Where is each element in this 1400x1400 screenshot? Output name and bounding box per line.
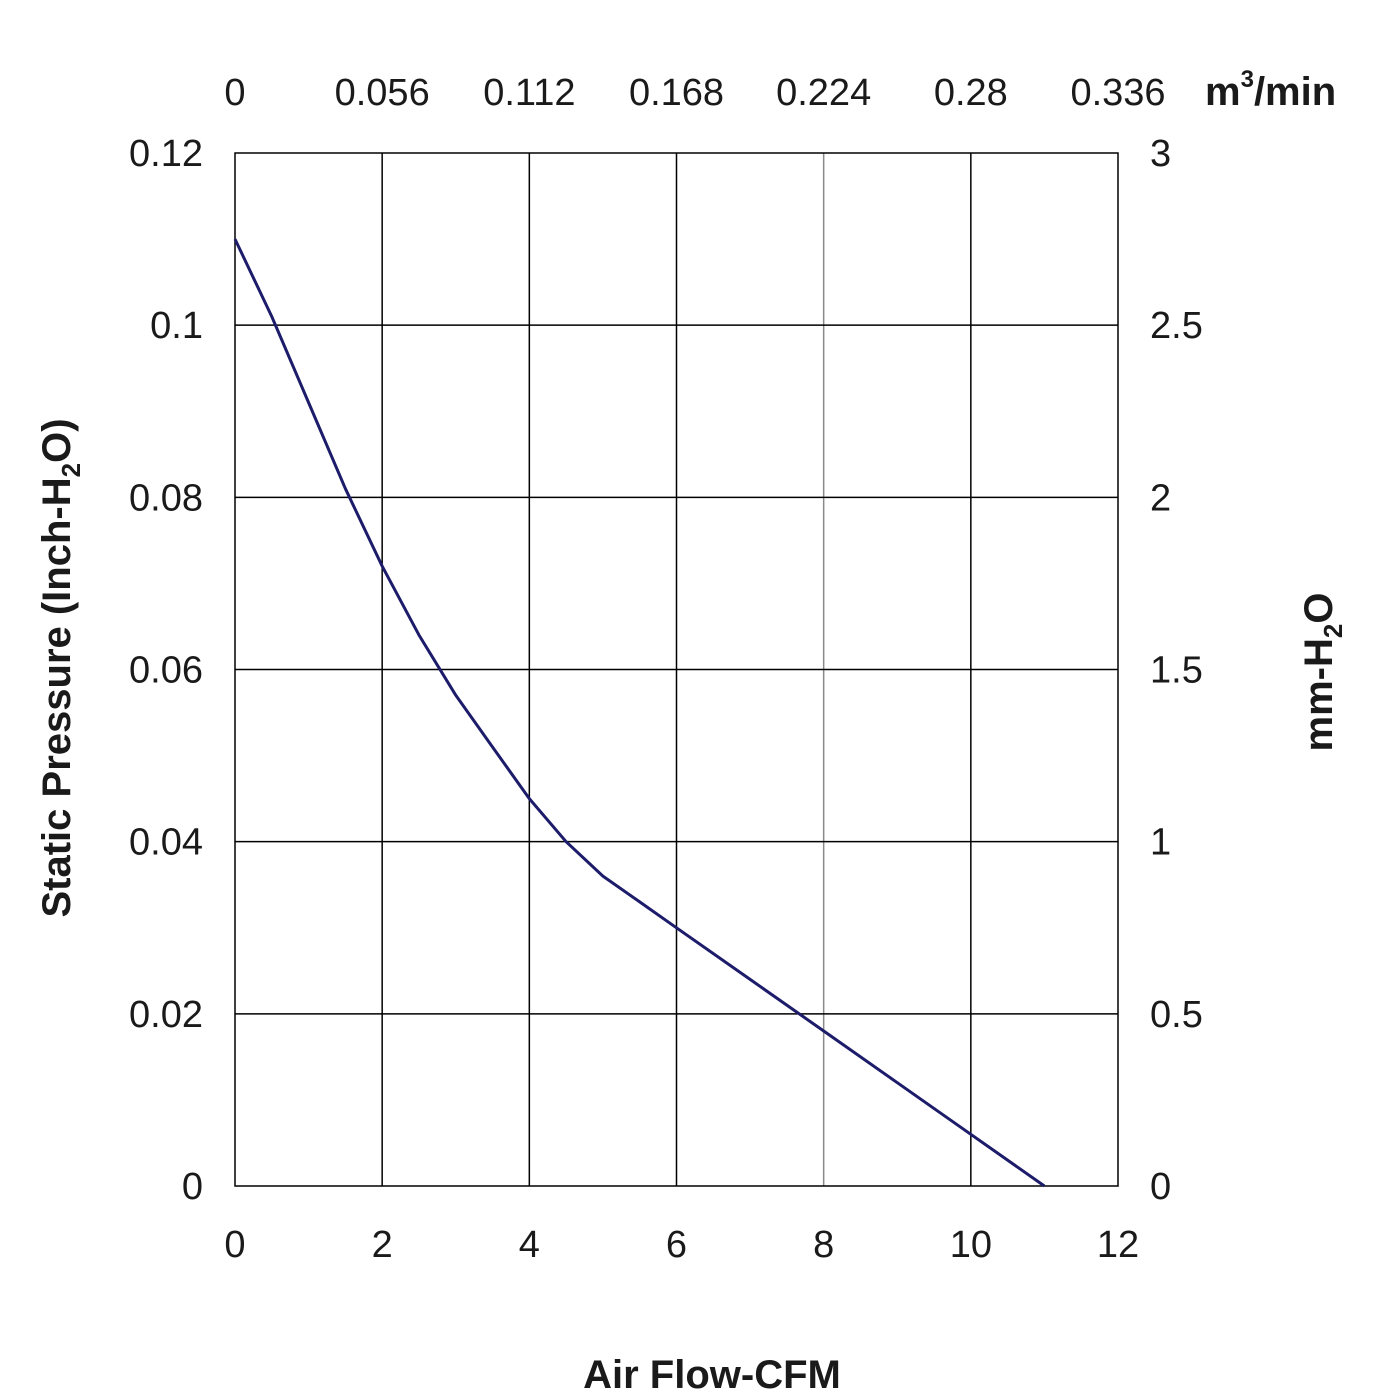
y2-tick-label: 2.5 — [1150, 305, 1203, 347]
x-tick-label: 0 — [224, 1224, 245, 1266]
series-line — [233, 238, 1046, 1188]
plot-frame — [234, 152, 1119, 1187]
x2-tick-label: 0.112 — [483, 72, 575, 114]
y2-tick-label: 1.5 — [1150, 650, 1203, 692]
y2-tick-label: 2 — [1150, 477, 1171, 519]
y2-tick-label: 3 — [1150, 133, 1171, 175]
y2-axis-title: mm-H2O — [1297, 593, 1348, 752]
x2-tick-label: 0 — [224, 72, 245, 114]
y-tick-label: 0.04 — [129, 822, 203, 864]
y2-tick-label: 1 — [1150, 822, 1171, 864]
x-tick-label: 8 — [813, 1224, 834, 1266]
x-tick-label: 4 — [519, 1224, 540, 1266]
y2-tick-label: 0.5 — [1150, 994, 1203, 1036]
y-tick-label: 0.1 — [150, 305, 203, 347]
y-tick-label: 0 — [182, 1166, 203, 1208]
x-axis-title: Air Flow-CFM — [583, 1353, 841, 1397]
y-tick-label: 0.08 — [129, 477, 203, 519]
grid-lines — [235, 153, 1118, 1186]
x-tick-label: 12 — [1097, 1224, 1139, 1266]
x2-tick-label: 0.056 — [335, 72, 430, 114]
y-tick-label: 0.02 — [129, 994, 203, 1036]
y-axis-ticks: 0 0.02 0.04 0.06 0.08 0.1 0.12 — [129, 133, 203, 1208]
x2-tick-label: 0.224 — [776, 72, 871, 114]
y-tick-label: 0.06 — [129, 650, 203, 692]
x2-axis-ticks: 0 0.056 0.112 0.168 0.224 0.28 0.336 — [224, 72, 1165, 114]
x2-tick-label: 0.28 — [934, 72, 1008, 114]
series-curves — [233, 238, 1046, 1188]
y2-tick-label: 0 — [1150, 1166, 1171, 1208]
x2-tick-label: 0.336 — [1070, 72, 1165, 114]
y2-axis-ticks: 0 0.5 1 1.5 2 2.5 3 — [1150, 133, 1203, 1208]
x-tick-label: 6 — [666, 1224, 687, 1266]
x2-axis-title: m3/min — [1205, 66, 1336, 114]
y-axis-title: Static Pressure (Inch-H2O) — [35, 418, 86, 917]
x-axis-ticks: 0 2 4 6 8 10 12 — [224, 1224, 1139, 1266]
x-tick-label: 2 — [372, 1224, 393, 1266]
x-tick-label: 10 — [950, 1224, 992, 1266]
y-tick-label: 0.12 — [129, 133, 203, 175]
x2-tick-label: 0.168 — [629, 72, 724, 114]
